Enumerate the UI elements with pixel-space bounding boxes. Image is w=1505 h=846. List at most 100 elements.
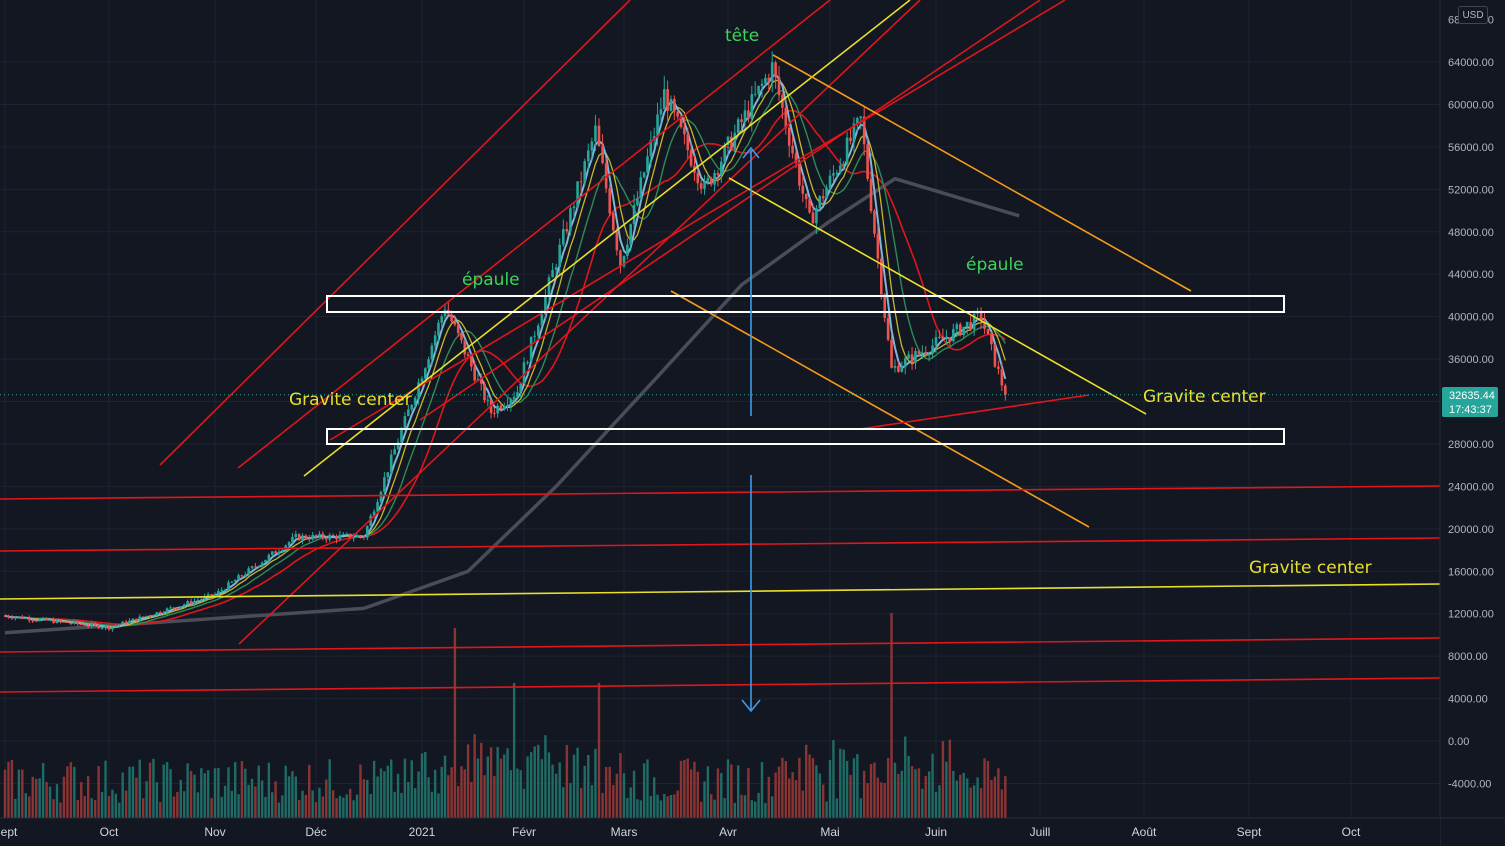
volume-bar	[294, 776, 297, 818]
volume-bar	[986, 760, 990, 818]
candle-body	[893, 365, 897, 368]
price-axis[interactable]: 64000.00 60000.00 56000.00 52000.00 48000.00…	[1439, 0, 1505, 846]
volume-bar	[579, 787, 583, 818]
candle-body	[747, 110, 750, 119]
candle-body	[740, 119, 743, 122]
candle-body	[719, 161, 723, 175]
candle-body	[811, 212, 815, 224]
candle-body	[519, 383, 523, 393]
candle-body	[463, 340, 467, 355]
candle-body	[993, 344, 997, 367]
volume-bar	[516, 768, 519, 818]
candle-body	[958, 324, 962, 336]
price-tick-label: 4000.00	[1448, 694, 1488, 706]
candle-body	[547, 277, 551, 296]
volume-bar	[962, 772, 965, 818]
volume-bar	[162, 764, 165, 818]
volume-bar	[683, 759, 686, 818]
volume-bar	[808, 754, 811, 818]
candle-body	[551, 270, 554, 278]
volume-bar	[828, 759, 832, 818]
candle-body	[662, 89, 666, 110]
candle-body	[93, 623, 97, 625]
candle-body	[479, 379, 483, 384]
candle-body	[335, 535, 338, 540]
volume-bar	[3, 769, 7, 818]
volume-bar	[914, 769, 917, 818]
volume-bar	[355, 794, 359, 818]
candle-body	[931, 345, 934, 354]
volume-bar	[562, 787, 565, 818]
candle-body	[808, 199, 811, 213]
time-tick-label: Oct	[1342, 825, 1361, 839]
candle-body	[757, 85, 760, 94]
volume-bar	[590, 785, 594, 818]
volume-bar	[921, 788, 924, 818]
volume-bar	[403, 758, 407, 818]
volume-bar	[220, 796, 223, 818]
candle-body	[540, 314, 544, 326]
volume-bar	[301, 790, 304, 818]
candle-body	[107, 626, 111, 630]
currency-badge[interactable]: USD	[1458, 6, 1488, 24]
candle-body	[470, 356, 473, 367]
volume-bar	[383, 771, 386, 818]
volume-bar	[522, 788, 526, 818]
volume-bar	[48, 786, 52, 818]
time-tick-label: 2021	[409, 825, 436, 839]
volume-bar	[941, 741, 945, 818]
candle-body	[979, 312, 983, 321]
candle-body	[669, 99, 673, 111]
candle-body	[990, 334, 993, 345]
candle-body	[348, 533, 352, 539]
volume-bar	[311, 790, 314, 818]
time-tick-label: Nov	[204, 825, 225, 839]
volume-bar	[696, 771, 700, 818]
volume-bar	[506, 748, 509, 818]
volume-bar	[107, 796, 111, 818]
price-tick-label: -4000.00	[1448, 778, 1491, 790]
candle-body	[921, 352, 924, 354]
candle-body	[594, 125, 597, 142]
candle-body	[307, 538, 311, 540]
candle-body	[410, 404, 414, 410]
candle-body	[483, 383, 486, 401]
candle-body	[437, 322, 440, 336]
red-level-6000	[0, 677, 1441, 693]
candle-body	[558, 244, 562, 268]
candle-body	[666, 89, 669, 111]
candle-body	[703, 181, 706, 189]
volume-bar	[66, 766, 69, 818]
volume-bar	[740, 794, 743, 818]
volume-bar	[852, 758, 856, 818]
candle-body	[544, 295, 547, 315]
volume-bar	[104, 760, 107, 818]
candle-body	[62, 621, 66, 623]
candle-body	[193, 600, 196, 604]
volume-bar	[87, 776, 90, 818]
candle-body	[423, 368, 427, 379]
candle-body	[141, 616, 145, 618]
candle-body	[52, 619, 55, 624]
candle-body	[611, 213, 615, 231]
volume-bar	[183, 791, 186, 818]
candle-body	[21, 616, 24, 619]
volume-bar	[52, 799, 55, 818]
volume-bar	[666, 796, 669, 818]
volume-bar	[955, 780, 958, 818]
candle-body	[673, 99, 676, 112]
candle-body	[821, 196, 825, 199]
volume-bar	[83, 796, 86, 818]
candle-body	[277, 551, 281, 554]
candle-body	[983, 320, 986, 329]
last-price-badge: 32635.44 17:43:37	[1442, 387, 1498, 417]
price-tick-label: 56000.00	[1448, 142, 1494, 154]
time-axis[interactable]: Sept Oct Nov Déc 2021 Févr Mars Avr Mai Juin Juill…	[0, 817, 1505, 846]
volume-bar	[62, 776, 66, 818]
candle-body	[873, 210, 876, 234]
volume-bar	[366, 779, 369, 818]
volume-bar	[7, 761, 10, 818]
candle-body	[952, 329, 955, 342]
